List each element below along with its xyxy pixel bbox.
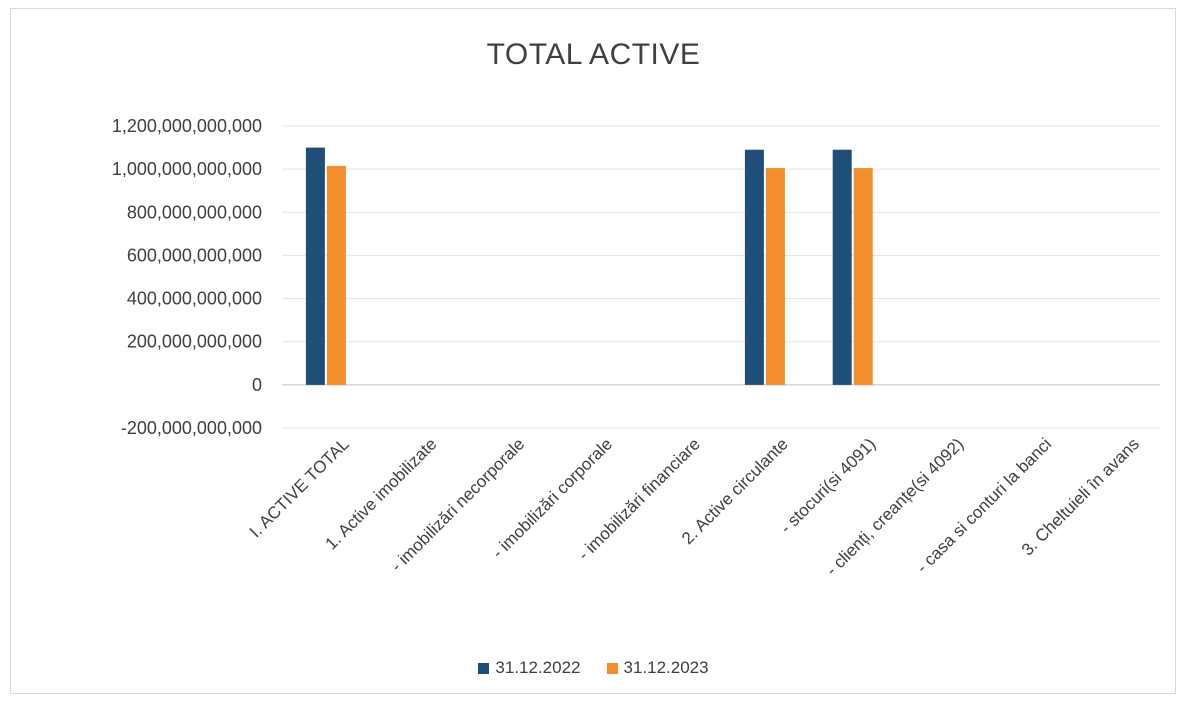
x-tick-label: - stocuri(si 4091) [777,434,880,537]
y-tick-label: 200,000,000,000 [127,332,262,352]
legend-label-series-1: 31.12.2022 [495,658,581,677]
legend-swatch-series-1 [478,662,490,674]
legend-item-series-1: 31.12.2022 [478,658,581,678]
y-tick-label: -200,000,000,000 [121,418,262,438]
bar-2-6 [765,168,785,385]
y-tick-label: 0 [252,375,262,395]
gridlines [282,125,1160,429]
chart-frame [10,8,1176,694]
y-axis-labels: 1,200,000,000,000 1,000,000,000,000 800,00… [112,116,262,438]
bar-2-7 [853,168,873,385]
legend-item-series-2: 31.12.2023 [606,658,709,678]
legend: 31.12.2022 31.12.2023 [0,658,1187,678]
chart-title: TOTAL ACTIVE [486,38,701,71]
bars [305,147,873,385]
legend-swatch-series-2 [606,662,618,674]
bar-1-1 [305,147,325,385]
bar-2-1 [326,165,346,385]
bar-1-7 [832,149,852,385]
y-tick-label: 600,000,000,000 [127,245,262,265]
y-tick-label: 1,200,000,000,000 [112,116,262,136]
y-tick-label: 1,000,000,000,000 [112,159,262,179]
y-tick-label: 400,000,000,000 [127,289,262,309]
y-tick-label: 800,000,000,000 [127,202,262,222]
legend-label-series-2: 31.12.2023 [623,658,709,677]
bar-1-6 [744,149,764,385]
